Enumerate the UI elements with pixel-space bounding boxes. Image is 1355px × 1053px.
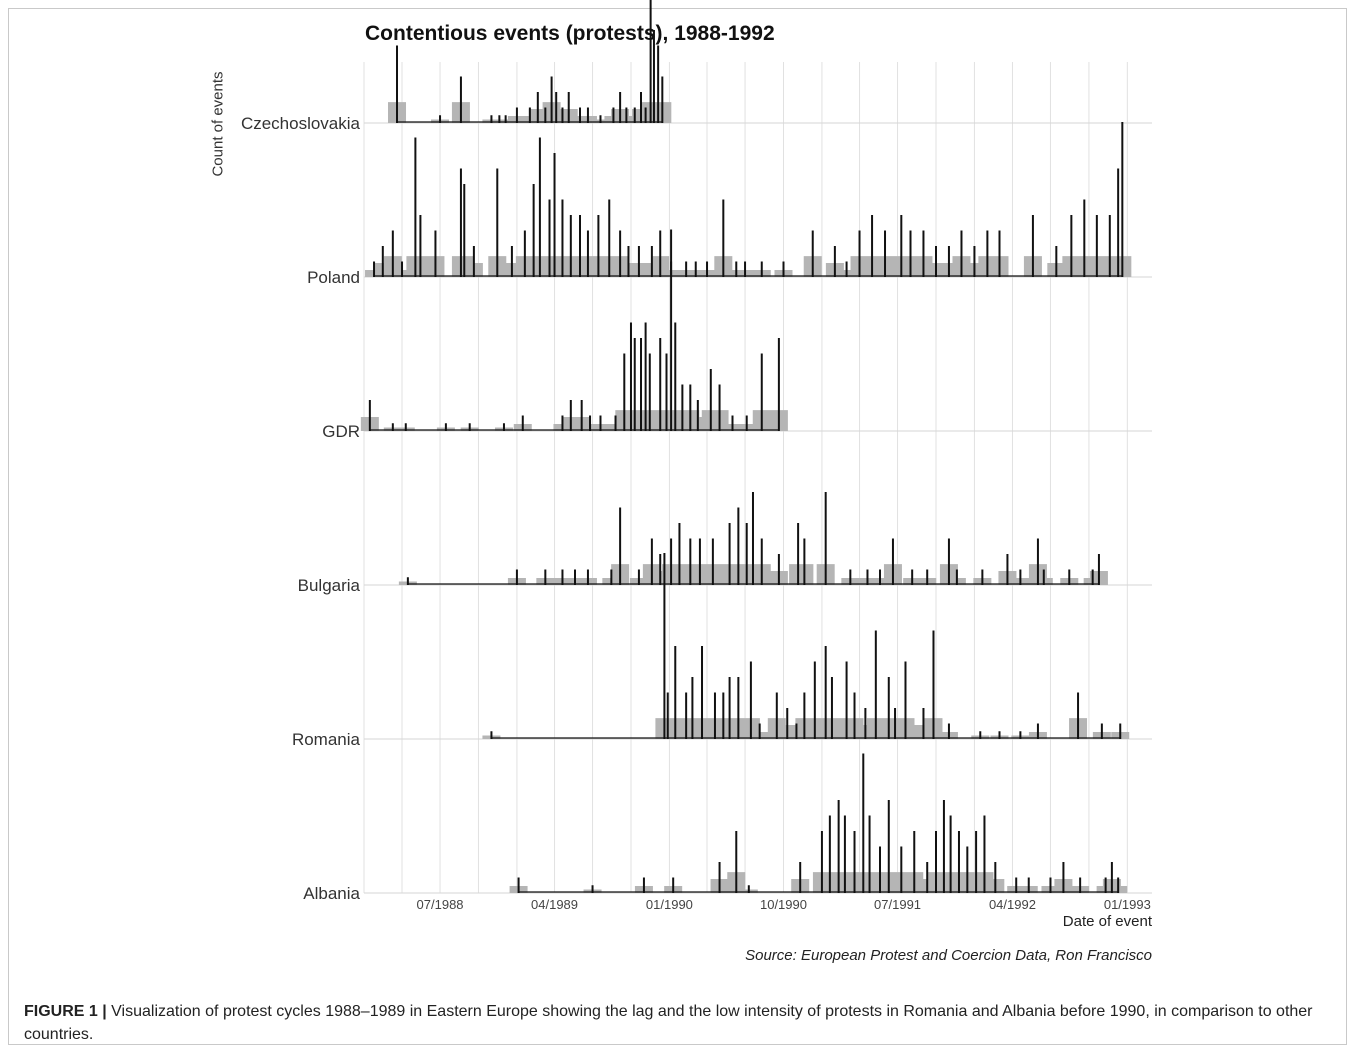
row-label: Poland <box>307 268 360 287</box>
source-note: Source: European Protest and Coercion Da… <box>745 947 1152 964</box>
figure-frame <box>8 8 1347 1045</box>
event-fill <box>365 256 1132 277</box>
row-label: Czechoslovakia <box>241 114 361 133</box>
event-fill <box>482 718 1130 739</box>
x-axis-label: Date of event <box>1062 913 1152 930</box>
event-fill <box>360 410 788 431</box>
row-label: Albania <box>303 884 360 903</box>
caption-label: FIGURE 1 | <box>24 1003 107 1020</box>
figure-caption: FIGURE 1 | Visualization of protest cycl… <box>24 1000 1324 1046</box>
row-label: Bulgaria <box>298 576 361 595</box>
event-fill <box>509 872 1128 893</box>
x-tick-label: 04/1989 <box>531 897 578 912</box>
x-tick-label: 04/1992 <box>989 897 1036 912</box>
x-tick-label: 07/1988 <box>417 897 464 912</box>
x-tick-label: 01/1990 <box>646 897 693 912</box>
x-tick-label: 01/1993 <box>1104 897 1151 912</box>
row-label: Romania <box>292 730 361 749</box>
row-label: GDR <box>322 422 360 441</box>
x-tick-label: 07/1991 <box>874 897 921 912</box>
chart-title: Contentious events (protests), 1988-1992 <box>365 22 775 45</box>
caption-text: Visualization of protest cycles 1988–198… <box>24 1003 1313 1043</box>
x-tick-label: 10/1990 <box>760 897 807 912</box>
